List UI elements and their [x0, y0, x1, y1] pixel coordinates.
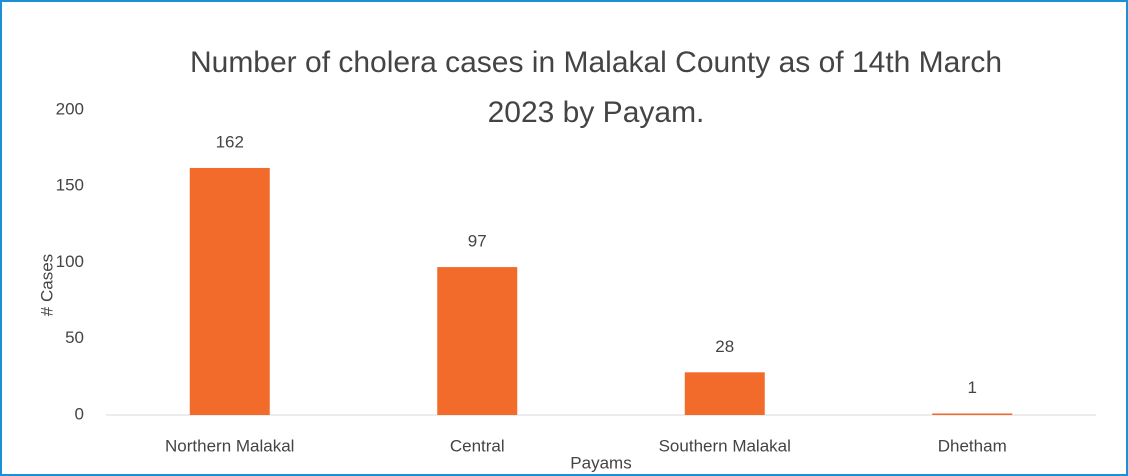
- y-tick-label: 150: [56, 176, 84, 195]
- data-label: 97: [468, 232, 487, 251]
- bar: [437, 267, 518, 415]
- x-tick-label: Southern Malakal: [659, 436, 791, 455]
- y-tick-label: 0: [75, 404, 84, 423]
- y-tick-label: 50: [65, 328, 84, 347]
- bar: [189, 167, 270, 415]
- x-tick-label: Dhetham: [938, 436, 1007, 455]
- bar: [932, 413, 1013, 415]
- y-tick-label: 200: [56, 99, 84, 118]
- x-axis-label: Payams: [570, 453, 631, 472]
- data-label: 162: [216, 132, 244, 151]
- x-tick-label: Central: [450, 436, 505, 455]
- data-label: 1: [968, 378, 977, 397]
- chart-title: Number of cholera cases in Malakal Count…: [189, 46, 1003, 129]
- data-label: 28: [715, 337, 734, 356]
- y-tick-label: 100: [56, 252, 84, 271]
- y-axis-label: # Cases: [37, 254, 56, 316]
- x-tick-label: Northern Malakal: [165, 436, 294, 455]
- bar: [684, 372, 765, 415]
